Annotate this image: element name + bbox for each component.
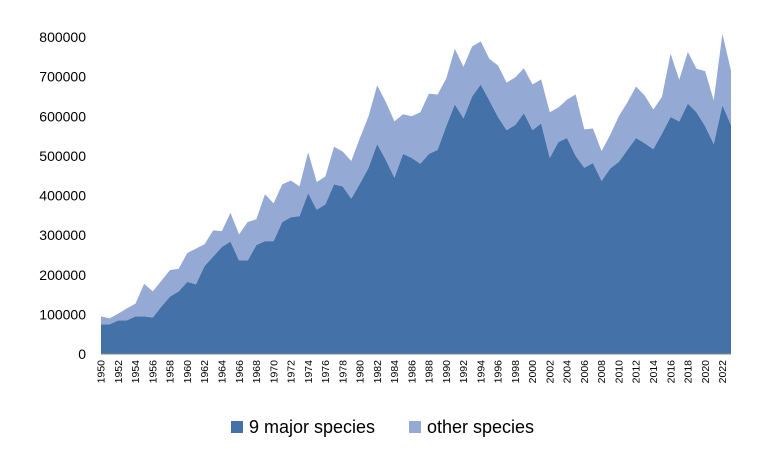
x-tick-label: 1978 [337, 360, 349, 384]
y-tick-label: 300000 [39, 227, 86, 243]
x-tick-label: 2012 [631, 360, 643, 384]
x-tick-label: 1970 [268, 360, 280, 384]
x-tick-label: 2002 [544, 360, 556, 384]
legend-swatch-major-species [231, 421, 243, 433]
legend-label-major-species: 9 major species [249, 417, 375, 437]
x-tick-label: 2008 [596, 360, 608, 384]
y-tick-label: 500000 [39, 148, 86, 164]
x-tick-label: 2010 [613, 360, 625, 384]
x-tick-label: 2004 [562, 360, 574, 384]
x-tick-label: 1950 [96, 360, 108, 384]
x-tick-label: 2016 [665, 360, 677, 384]
x-tick-label: 1972 [286, 360, 298, 384]
x-tick-label: 1984 [389, 360, 401, 384]
x-tick-labels: 1950 1952 1954 1956 1958 1960 1962 1964 1966 1968… [96, 360, 729, 384]
y-tick-label: 200000 [39, 267, 86, 283]
legend-swatch-other-species [409, 421, 421, 433]
x-tick-label: 1976 [320, 360, 332, 384]
x-tick-label: 1966 [234, 360, 246, 384]
y-tick-label: 700000 [39, 69, 86, 85]
x-tick-label: 1954 [130, 360, 142, 384]
x-tick-label: 1980 [355, 360, 367, 384]
x-tick-label: 2014 [648, 360, 660, 384]
x-tick-label: 1964 [216, 360, 228, 384]
x-tick-label: 1962 [199, 360, 211, 384]
x-tick-label: 1996 [493, 360, 505, 384]
x-tick-label: 1988 [424, 360, 436, 384]
y-tick-label: 600000 [39, 108, 86, 124]
x-tick-label: 1960 [182, 360, 194, 384]
x-tick-label: 1982 [372, 360, 384, 384]
series-area-other-species [101, 33, 731, 325]
x-tick-label: 1968 [251, 360, 263, 384]
x-tick-label: 1974 [303, 360, 315, 384]
x-tick-label: 2022 [717, 360, 729, 384]
x-tick-label: 1952 [113, 360, 125, 384]
plot-areas [101, 33, 731, 355]
x-tick-label: 2020 [700, 360, 712, 384]
y-tick-label: 800000 [39, 29, 86, 45]
x-tick-label: 1998 [510, 360, 522, 384]
y-tick-labels: 0 100000 200000 300000 400000 500000 600000 700… [39, 29, 86, 362]
x-tick-label: 1990 [441, 360, 453, 384]
x-tick-label: 1956 [147, 360, 159, 384]
series-area-major-species [101, 84, 731, 355]
y-tick-label: 100000 [39, 306, 86, 322]
x-tick-label: 1992 [458, 360, 470, 384]
legend: 9 major species other species [231, 417, 534, 437]
x-tick-label: 1958 [165, 360, 177, 384]
x-tick-label: 2006 [579, 360, 591, 384]
legend-label-other-species: other species [427, 417, 534, 437]
x-tick-label: 2018 [683, 360, 695, 384]
y-tick-label: 400000 [39, 188, 86, 204]
x-tick-label: 2000 [527, 360, 539, 384]
x-tick-label: 1994 [475, 360, 487, 384]
y-tick-label: 0 [78, 346, 86, 362]
x-tick-label: 1986 [406, 360, 418, 384]
